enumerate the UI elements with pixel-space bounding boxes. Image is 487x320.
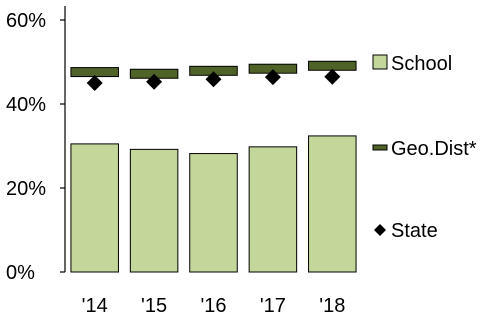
bar-school — [308, 135, 357, 273]
y-tick-label: 0% — [6, 262, 35, 284]
legend-label-school: School — [391, 53, 452, 75]
legend-label-geo-dist: Geo.Dist* — [391, 138, 477, 160]
axis-layer: 0% 20% 40% 60% '14 '15 '16 '17 '18 — [6, 6, 345, 317]
marker-state — [324, 68, 341, 85]
legend-label-state: State — [391, 220, 438, 242]
y-tick-label: 40% — [6, 94, 46, 116]
x-tick-label: '16 — [200, 295, 226, 317]
marker-layer — [86, 68, 341, 91]
legend-swatch-geo-dist — [372, 144, 388, 151]
x-tick-label: '15 — [141, 295, 167, 317]
marker-state — [205, 71, 222, 88]
marker-state — [86, 75, 103, 91]
y-tick-label: 20% — [6, 178, 46, 200]
bar-school — [70, 143, 119, 273]
bar-school — [129, 148, 179, 273]
marker-state — [264, 69, 281, 86]
legend-swatch-state — [374, 224, 386, 236]
bar-school — [248, 146, 298, 273]
marker-state — [146, 73, 163, 90]
y-tick-label: 60% — [6, 10, 46, 32]
x-tick-label: '17 — [260, 295, 286, 317]
x-tick-label: '14 — [82, 295, 108, 317]
bar-layer — [70, 135, 357, 273]
legend: School Geo.Dist* State — [372, 53, 477, 242]
x-tick-label: '18 — [319, 295, 345, 317]
bar-school — [189, 153, 238, 273]
legend-swatch-school — [372, 54, 388, 70]
